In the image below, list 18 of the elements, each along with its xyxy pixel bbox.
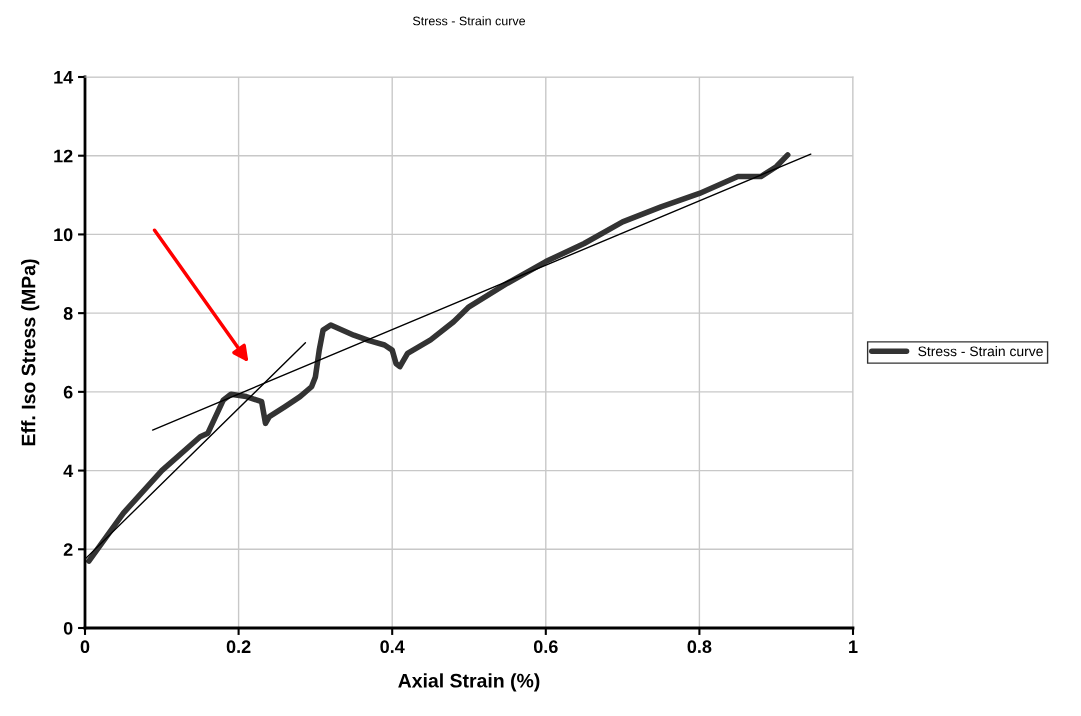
y-axis-title: Eff. Iso Stress (MPa) (21, 259, 40, 446)
x-tick-label: 0.4 (380, 640, 405, 654)
y-tick-label: 6 (63, 385, 73, 399)
legend-label: Stress - Strain curve (918, 346, 1043, 357)
y-tick-label: 2 (63, 543, 73, 556)
x-tick-label: 0.6 (533, 640, 558, 654)
x-tick-label: 1 (849, 640, 858, 653)
y-tick-label: 8 (63, 307, 73, 320)
y-tick-label: 12 (54, 149, 73, 163)
x-tick-label: 0.2 (226, 640, 251, 654)
y-tick-label: 14 (54, 71, 74, 84)
y-tick-label: 4 (63, 464, 74, 478)
y-tick-label: 0 (63, 621, 73, 635)
x-tick-label: 0.8 (687, 640, 712, 654)
x-axis-title: Axial Strain (%) (398, 673, 540, 692)
x-tick-label: 0 (80, 640, 90, 654)
chart-title: Stress - Strain curve (412, 16, 526, 26)
y-tick-label: 10 (54, 228, 73, 242)
